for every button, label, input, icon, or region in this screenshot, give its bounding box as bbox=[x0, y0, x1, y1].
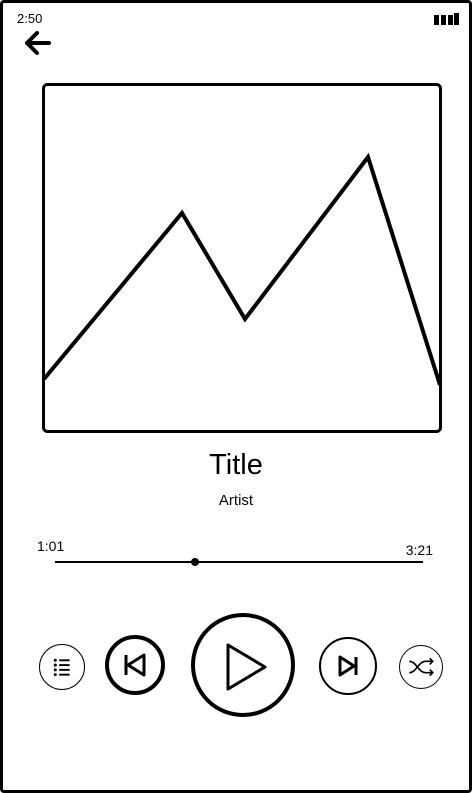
status-time: 2:50 bbox=[17, 11, 43, 26]
play-button[interactable] bbox=[191, 613, 295, 717]
time-elapsed: 1:01 bbox=[37, 538, 65, 554]
progress-slider[interactable] bbox=[55, 558, 423, 566]
time-total: 3:21 bbox=[405, 542, 433, 558]
shuffle-button[interactable] bbox=[399, 645, 443, 689]
image-placeholder-icon bbox=[42, 83, 442, 433]
playlist-button[interactable] bbox=[39, 644, 85, 690]
album-art bbox=[42, 83, 442, 433]
skip-previous-icon bbox=[124, 653, 146, 677]
back-button[interactable] bbox=[23, 29, 53, 57]
track-title: Title bbox=[209, 449, 263, 481]
playlist-icon bbox=[53, 658, 70, 677]
shuffle-icon bbox=[409, 657, 434, 677]
progress-thumb[interactable] bbox=[190, 558, 199, 566]
signal-bars-icon bbox=[434, 13, 459, 25]
skip-next-icon bbox=[338, 655, 358, 677]
back-arrow-icon bbox=[25, 31, 51, 55]
track-artist: Artist bbox=[218, 492, 254, 509]
previous-button[interactable] bbox=[105, 635, 165, 695]
play-icon bbox=[226, 643, 267, 691]
next-button[interactable] bbox=[319, 637, 377, 695]
